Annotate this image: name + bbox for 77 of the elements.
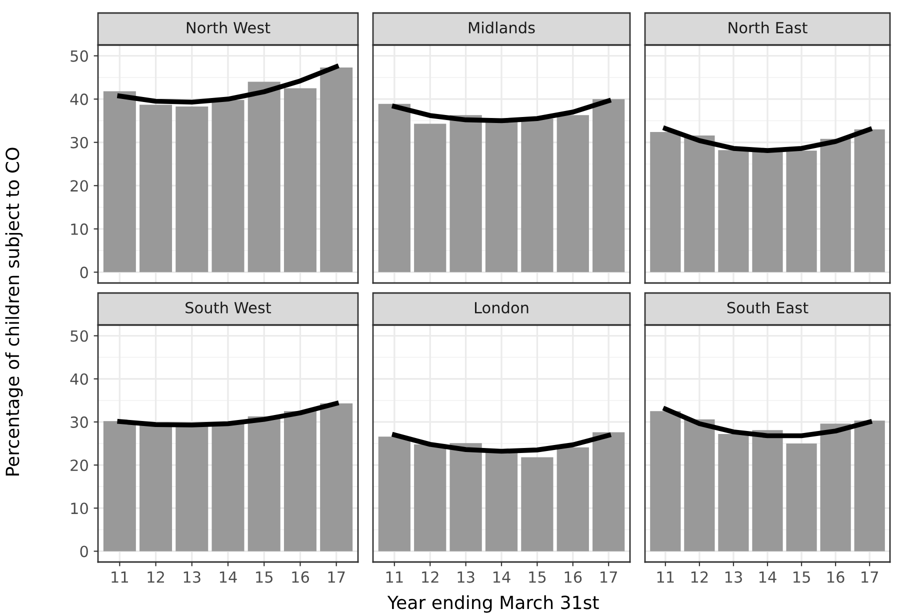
bar	[176, 424, 208, 552]
x-tick-label: 17	[862, 572, 878, 583]
bar	[556, 115, 589, 272]
bar	[212, 424, 244, 552]
y-tick-label: 50	[70, 330, 88, 342]
bar	[103, 91, 136, 272]
y-tick-label: 10	[71, 502, 88, 514]
bar	[212, 100, 244, 272]
bar	[521, 118, 554, 272]
x-tick-label: 11	[657, 572, 674, 583]
y-tick-label: 20	[70, 180, 88, 192]
x-tick-label: 15	[793, 572, 810, 583]
bar	[284, 411, 316, 552]
chart-title: North East	[728, 22, 808, 34]
bar	[248, 82, 280, 272]
bar	[320, 403, 353, 552]
bar	[378, 104, 410, 272]
x-tick-label: 13	[725, 571, 742, 583]
x-axis-title: Year ending March 31st	[387, 595, 599, 613]
y-tick-label: 40	[70, 94, 88, 106]
bar	[786, 444, 817, 552]
bar	[450, 115, 482, 272]
bar	[684, 419, 715, 552]
x-tick-label: 16	[292, 571, 309, 583]
y-tick-label: 40	[70, 373, 88, 385]
x-tick-label: 16	[828, 571, 844, 583]
y-tick-label: 20	[70, 460, 88, 472]
x-tick-label: 12	[148, 571, 164, 583]
line-series	[117, 400, 339, 428]
bar	[320, 68, 353, 272]
bar	[485, 451, 518, 552]
x-tick-label: 17	[328, 572, 345, 583]
bar	[521, 457, 554, 552]
x-tick-label: 14	[759, 572, 776, 583]
bar	[650, 411, 681, 552]
line-series	[117, 64, 339, 105]
bar	[378, 436, 410, 552]
bar	[140, 424, 172, 552]
bar	[284, 88, 316, 272]
y-tick-label: 0	[80, 546, 88, 558]
chart-title: North West	[186, 22, 270, 34]
x-tick-label: 12	[422, 571, 438, 583]
bar	[140, 104, 172, 272]
bar	[592, 432, 625, 552]
chart-title: South West	[186, 302, 272, 314]
y-tick-label: 30	[70, 416, 88, 428]
bar	[752, 430, 783, 552]
x-tick-label: 11	[112, 572, 128, 583]
x-tick-label: 14	[220, 572, 237, 583]
bar	[820, 424, 851, 552]
chart-title: London	[474, 302, 528, 314]
x-tick-label: 12	[691, 571, 708, 583]
x-tick-label: 13	[184, 571, 200, 583]
y-tick-label: 50	[70, 50, 88, 62]
y-tick-label: 10	[71, 223, 88, 235]
x-tick-label: 15	[256, 572, 272, 583]
bar	[556, 447, 589, 552]
x-tick-label: 15	[529, 572, 546, 583]
x-tick-label: 13	[458, 571, 474, 583]
bar	[854, 420, 885, 552]
bar	[450, 443, 482, 552]
bar	[176, 106, 208, 272]
x-tick-label: 14	[493, 572, 510, 583]
bar	[592, 99, 625, 272]
bar	[248, 416, 280, 552]
y-tick-label: 0	[80, 266, 88, 278]
x-tick-label: 16	[564, 571, 582, 583]
x-tick-label: 11	[386, 572, 403, 583]
bar	[718, 434, 749, 552]
bar	[414, 444, 446, 552]
bar	[103, 421, 136, 552]
x-tick-label: 17	[600, 572, 617, 583]
y-axis-title: Percentage of children subject to CO	[5, 148, 23, 476]
bar	[414, 124, 446, 272]
chart-title: Midlands	[468, 22, 535, 34]
y-tick-label: 30	[70, 136, 88, 148]
chart-title: South East	[727, 302, 808, 314]
